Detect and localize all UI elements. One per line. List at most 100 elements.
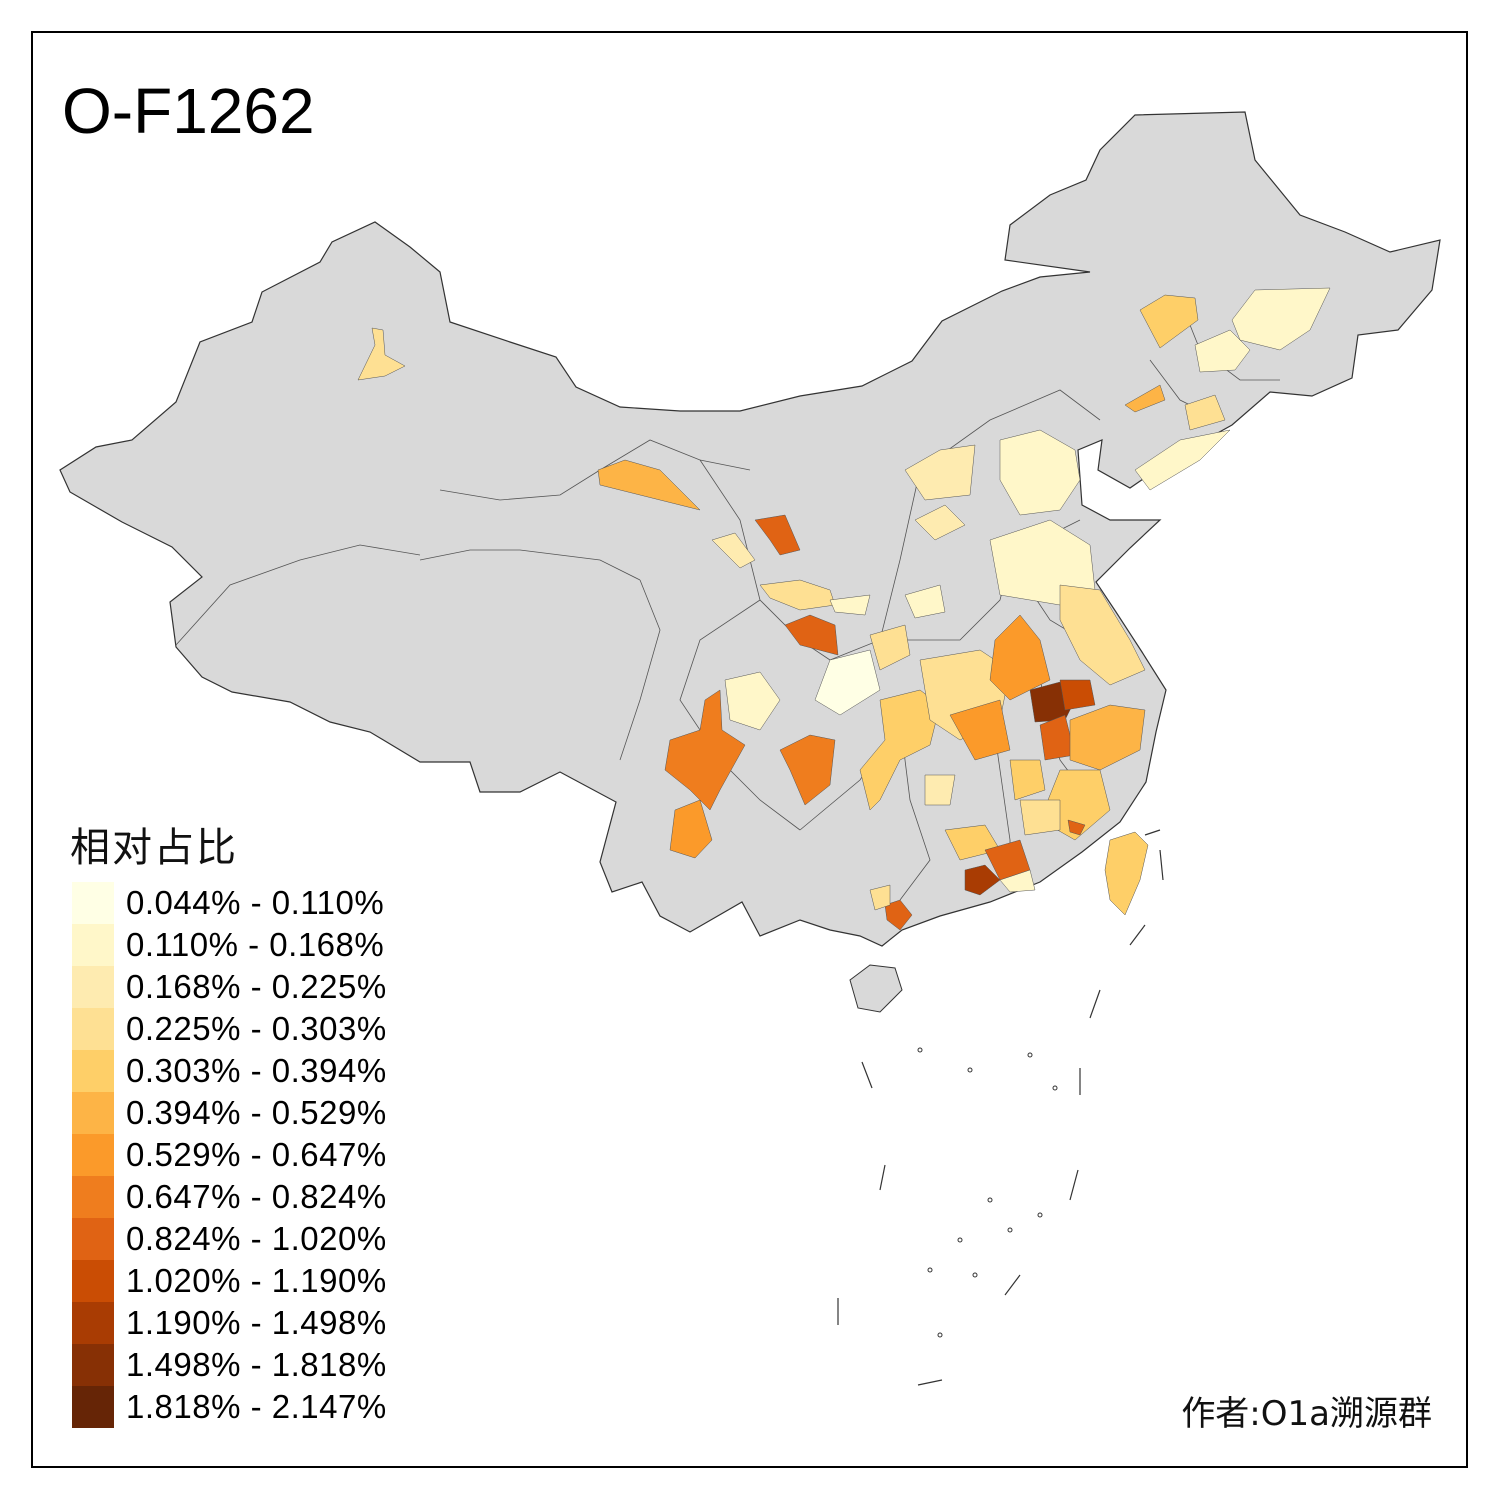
- legend-swatch: [72, 1218, 114, 1260]
- legend-label: 0.824% - 1.020%: [126, 1220, 387, 1257]
- legend-label: 0.647% - 0.824%: [126, 1178, 387, 1215]
- legend-swatch: [72, 1302, 114, 1344]
- boundary-dash: [917, 1379, 943, 1386]
- island-mark: [1027, 1052, 1033, 1058]
- legend-label: 1.190% - 1.498%: [126, 1304, 387, 1341]
- region-fill: [1124, 384, 1166, 413]
- author-credit: 作者:O1a溯源群: [1181, 1394, 1432, 1434]
- legend-swatch: [72, 1008, 114, 1050]
- region-fill: [724, 671, 781, 731]
- region-fill: [754, 514, 801, 556]
- plot-frame: [31, 31, 1468, 1468]
- legend-label: 1.020% - 1.190%: [126, 1262, 387, 1299]
- region-fill: [1139, 294, 1199, 349]
- island-mark: [1037, 1212, 1043, 1218]
- region-fill: [949, 699, 1011, 761]
- region-fill: [1184, 394, 1226, 431]
- legend-item: 1.818% - 2.147%: [72, 1386, 387, 1428]
- region-fill: [924, 774, 956, 806]
- region-fill: [1067, 819, 1086, 836]
- legend-swatch: [72, 1386, 114, 1428]
- province-border: [619, 579, 661, 761]
- region-fill: [1194, 329, 1251, 373]
- legend-swatch: [72, 1344, 114, 1386]
- legend-label: 0.225% - 0.303%: [126, 1010, 387, 1047]
- legend-swatch: [72, 966, 114, 1008]
- region-fill: [664, 689, 746, 811]
- legend-swatch: [72, 882, 114, 924]
- legend-item: 0.168% - 0.225%: [72, 966, 387, 1008]
- legend-item: 0.110% - 0.168%: [72, 924, 387, 966]
- region-fill: [964, 864, 1001, 896]
- legend-item: 1.190% - 1.498%: [72, 1302, 387, 1344]
- island-mark: [937, 1332, 943, 1338]
- legend-item: 1.498% - 1.818%: [72, 1344, 387, 1386]
- legend-label: 1.818% - 2.147%: [126, 1388, 387, 1425]
- region-fill: [814, 649, 881, 716]
- legend-item: 0.225% - 0.303%: [72, 1008, 387, 1050]
- island-mark: [967, 1067, 973, 1073]
- region-fill: [884, 899, 913, 931]
- legend-swatch: [72, 1176, 114, 1218]
- region-fill: [1059, 679, 1096, 711]
- region-fill: [597, 459, 701, 511]
- boundary-dash: [879, 1164, 886, 1191]
- region-fill: [1069, 704, 1146, 771]
- legend-label: 0.168% - 0.225%: [126, 968, 387, 1005]
- province-border: [899, 719, 931, 901]
- boundary-dash: [1004, 1274, 1021, 1296]
- legend-item: 0.044% - 0.110%: [72, 882, 387, 924]
- boundary-dash: [1159, 849, 1164, 881]
- legend-label: 0.529% - 0.647%: [126, 1136, 387, 1173]
- legend: 0.044% - 0.110% 0.110% - 0.168% 0.168% - 0…: [72, 882, 387, 1428]
- island-mark: [972, 1272, 978, 1278]
- province-border: [419, 549, 641, 581]
- region-fill: [904, 584, 946, 619]
- region-fill: [869, 624, 911, 671]
- china-outline: [59, 111, 1441, 947]
- legend-item: 0.529% - 0.647%: [72, 1134, 387, 1176]
- region-fill: [999, 429, 1081, 516]
- region-fill: [779, 734, 836, 806]
- legend-swatch: [72, 1092, 114, 1134]
- legend-item: 0.647% - 0.824%: [72, 1176, 387, 1218]
- region-fill: [357, 327, 406, 381]
- legend-item: 1.020% - 1.190%: [72, 1260, 387, 1302]
- legend-item: 0.303% - 0.394%: [72, 1050, 387, 1092]
- region-fill: [711, 532, 756, 569]
- boundary-dash: [861, 1061, 873, 1089]
- map-title: O-F1262: [62, 75, 315, 147]
- legend-label: 0.394% - 0.529%: [126, 1094, 387, 1131]
- island-mark: [1007, 1227, 1013, 1233]
- region-fill: [1134, 429, 1231, 491]
- hainan-island: [849, 964, 903, 1013]
- legend-label: 0.303% - 0.394%: [126, 1052, 387, 1089]
- legend-label: 1.498% - 1.818%: [126, 1346, 387, 1383]
- island-mark: [917, 1047, 923, 1053]
- region-fill: [1009, 759, 1046, 801]
- region-fill: [784, 614, 839, 656]
- region-fill: [904, 444, 976, 501]
- region-fill: [1104, 831, 1149, 916]
- island-mark: [927, 1267, 933, 1273]
- region-fill: [1019, 799, 1061, 836]
- legend-title: 相对占比: [70, 825, 238, 871]
- region-fill: [989, 614, 1051, 701]
- island-mark: [987, 1197, 993, 1203]
- region-fill: [1059, 584, 1146, 686]
- region-fill: [914, 504, 966, 541]
- legend-swatch: [72, 1050, 114, 1092]
- boundary-dash: [1144, 829, 1161, 836]
- province-border: [175, 544, 421, 646]
- legend-item: 0.824% - 1.020%: [72, 1218, 387, 1260]
- boundary-dash: [1089, 989, 1101, 1019]
- legend-swatch: [72, 1134, 114, 1176]
- island-mark: [1052, 1085, 1058, 1091]
- boundary-dash: [1129, 924, 1146, 946]
- region-fill: [869, 884, 891, 911]
- island-mark: [957, 1237, 963, 1243]
- boundary-dash: [1069, 1169, 1079, 1201]
- legend-label: 0.110% - 0.168%: [126, 926, 385, 963]
